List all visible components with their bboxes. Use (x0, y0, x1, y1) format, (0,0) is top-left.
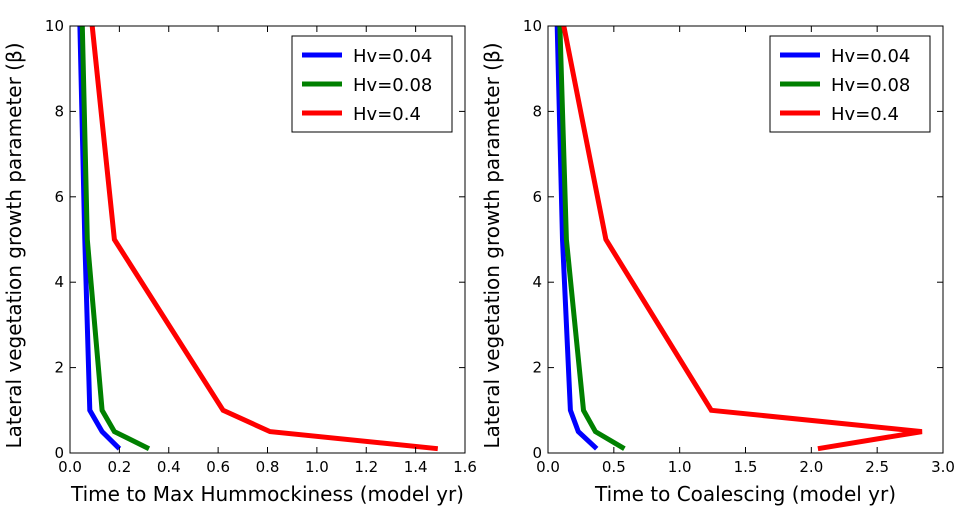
x-tick-label: 2.0 (799, 458, 823, 476)
y-tick-label: 0 (54, 444, 64, 462)
series-line-hv-0-04 (554, 26, 599, 451)
legend: Hv=0.04 Hv=0.08 Hv=0.4 (769, 35, 931, 133)
y-tick-label: 2 (54, 359, 64, 377)
x-tick-label: 0.0 (536, 458, 560, 476)
x-tick-label: 1.0 (305, 458, 329, 476)
x-tick-label: 1.0 (668, 458, 692, 476)
x-tick-label: 0.4 (157, 458, 181, 476)
x-tick-label: 3.0 (931, 458, 955, 476)
series-group (554, 26, 923, 452)
legend: Hv=0.04 Hv=0.08 Hv=0.4 (291, 35, 453, 133)
series-line-hv-0-4 (89, 26, 439, 452)
y-tick-label: 10 (523, 17, 542, 35)
series-line-hv-0-08 (79, 26, 151, 451)
x-tick-label: 1.2 (354, 458, 378, 476)
series-line-hv-0-08 (557, 26, 626, 451)
y-axis-label: Lateral vegetation growth parameter (β) (480, 42, 504, 448)
series-group (77, 26, 439, 452)
legend-label: Hv=0.4 (353, 104, 421, 125)
x-tick-label: 0.2 (107, 458, 131, 476)
x-tick-label: 0.0 (58, 458, 82, 476)
x-tick-label: 1.5 (734, 458, 758, 476)
y-tick-label: 2 (532, 359, 542, 377)
y-tick-label: 4 (532, 273, 542, 291)
x-tick-label: 0.6 (206, 458, 230, 476)
y-tick-label: 6 (54, 188, 64, 206)
y-axis-label: Lateral vegetation growth parameter (β) (2, 42, 26, 448)
y-tick-label: 8 (532, 102, 542, 120)
x-tick-label: 2.5 (865, 458, 889, 476)
x-tick-label: 1.6 (453, 458, 477, 476)
y-tick-label: 10 (45, 17, 64, 35)
y-tick-label: 6 (532, 188, 542, 206)
x-tick-label: 0.8 (256, 458, 280, 476)
chart-panel-1: 0.0 0.2 0.4 0.6 0.8 1.0 1.2 1.4 1.6 0 2 4 6 8 10 Time t… (2, 17, 477, 506)
chart-panel-2: 0.0 0.5 1.0 1.5 2.0 2.5 3.0 0 2 4 6 8 10 Time to Coal… (480, 17, 955, 506)
legend-label: Hv=0.4 (831, 104, 899, 125)
legend-label: Hv=0.08 (831, 75, 910, 96)
x-axis-label: Time to Max Hummockiness (model yr) (70, 482, 464, 506)
legend-label: Hv=0.04 (831, 46, 910, 67)
x-tick-label: 0.5 (602, 458, 626, 476)
y-tick-label: 0 (532, 444, 542, 462)
legend-label: Hv=0.08 (353, 75, 432, 96)
y-tick-label: 8 (54, 102, 64, 120)
x-tick-label: 1.4 (404, 458, 428, 476)
x-axis-label: Time to Coalescing (model yr) (594, 482, 896, 506)
y-tick-label: 4 (54, 273, 64, 291)
legend-label: Hv=0.04 (353, 46, 432, 67)
series-line-hv-0-4 (561, 26, 923, 452)
